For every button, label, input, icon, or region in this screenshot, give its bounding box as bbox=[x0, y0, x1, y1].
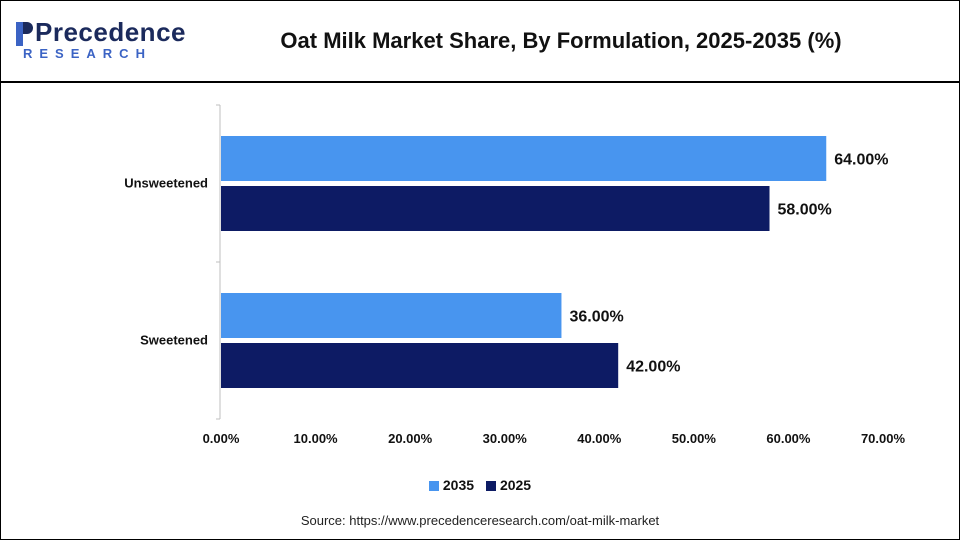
bar-sweetened-2025 bbox=[221, 343, 619, 388]
x-tick-label: 0.00% bbox=[203, 431, 240, 446]
category-label-unsweetened: Unsweetened bbox=[124, 176, 208, 191]
chart-title: Oat Milk Market Share, By Formulation, 2… bbox=[280, 28, 842, 53]
bar-unsweetened-2025 bbox=[221, 186, 770, 231]
x-tick-label: 40.00% bbox=[577, 431, 622, 446]
legend-label-2035: 2035 bbox=[442, 477, 475, 493]
data-label-unsweetened-2035: 64.00% bbox=[834, 152, 888, 169]
x-tick-label: 60.00% bbox=[766, 431, 811, 446]
data-label-sweetened-2025: 42.00% bbox=[626, 359, 680, 376]
brand-subtitle: RESEARCH bbox=[23, 46, 152, 61]
data-label-unsweetened-2025: 58.00% bbox=[778, 202, 832, 219]
header: Precedence RESEARCH Oat Milk Market Shar… bbox=[1, 1, 959, 83]
bar-unsweetened-2035 bbox=[221, 136, 827, 181]
logo-mark-icon bbox=[16, 22, 33, 46]
category-label-sweetened: Sweetened bbox=[140, 333, 208, 348]
brand-name: Precedence bbox=[35, 17, 186, 47]
legend: 2035 2025 bbox=[1, 477, 959, 493]
legend-item-2025: 2025 bbox=[485, 477, 532, 493]
x-tick-label: 50.00% bbox=[672, 431, 717, 446]
bar-chart: Unsweetened 64.00% 58.00% Sweetened 36.00% 42… bbox=[124, 104, 906, 446]
bar-sweetened-2035 bbox=[221, 293, 562, 338]
legend-label-2025: 2025 bbox=[499, 477, 532, 493]
source-note: Source: https://www.precedenceresearch.c… bbox=[300, 513, 660, 528]
legend-item-2035: 2035 bbox=[428, 477, 475, 493]
legend-swatch-2025 bbox=[485, 481, 496, 491]
data-label-sweetened-2035: 36.00% bbox=[569, 309, 623, 326]
x-tick-label: 70.00% bbox=[861, 431, 906, 446]
brand-logo: Precedence RESEARCH bbox=[15, 15, 185, 67]
x-tick-label: 30.00% bbox=[483, 431, 528, 446]
x-tick-label: 10.00% bbox=[294, 431, 339, 446]
x-tick-label: 20.00% bbox=[388, 431, 433, 446]
legend-swatch-2035 bbox=[428, 481, 439, 491]
